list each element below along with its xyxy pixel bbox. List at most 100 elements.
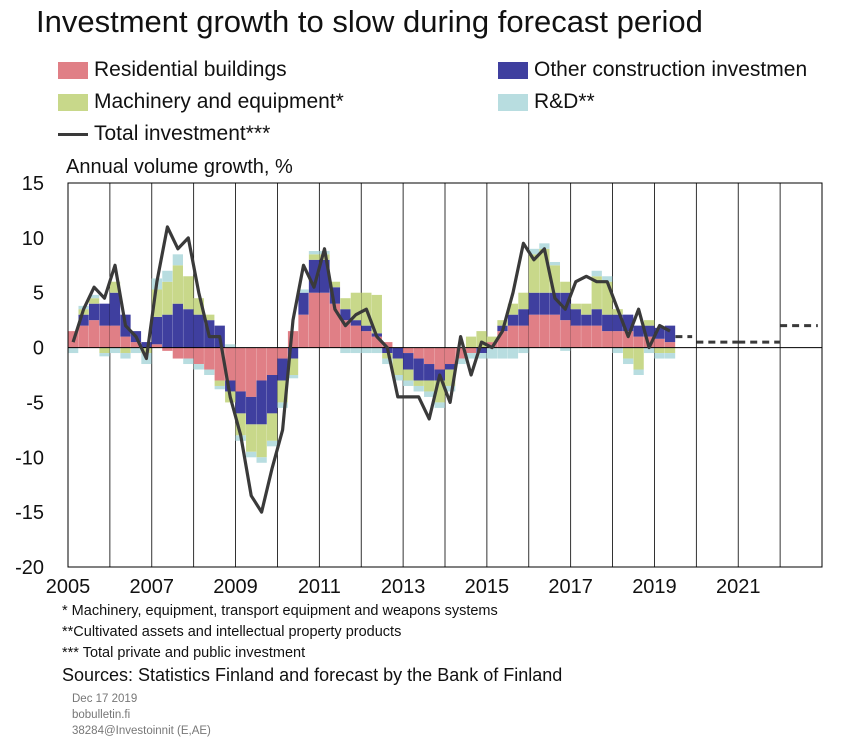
bar-s1-q4: [109, 292, 121, 326]
bar-s1-q46: [549, 292, 560, 315]
bar-s2-q34: [424, 380, 435, 392]
total-investment-line: [71, 225, 671, 514]
bar-s0-q2: [88, 320, 100, 348]
bar-s3-q41: [497, 347, 508, 359]
bar-s1-q50: [591, 309, 602, 326]
bar-s1-q54: [633, 325, 644, 337]
bar-s1-q8: [151, 316, 163, 345]
bar-s1-q28: [361, 325, 372, 332]
bar-s3-q39: [476, 353, 487, 359]
bar-s0-q36: [445, 347, 456, 365]
legend-label-residential: Residential buildings: [94, 58, 287, 81]
bar-s2-q41: [497, 320, 508, 326]
bar-s2-q27: [350, 292, 362, 321]
bar-s3-q37: [455, 358, 466, 365]
bar-s2-q33: [413, 380, 424, 386]
bar-s0-q10: [172, 347, 183, 359]
y-tick-label: -10: [15, 447, 44, 469]
legend-label-total: Total investment***: [94, 122, 271, 145]
bar-s1-q31: [392, 347, 403, 359]
footnote-1: * Machinery, equipment, transport equipm…: [62, 603, 498, 619]
bar-s1-q17: [246, 396, 257, 425]
bar-s1-q2: [88, 303, 100, 321]
footnote-2: **Cultivated assets and intellectual pro…: [62, 624, 402, 640]
bar-s3-q38: [465, 353, 477, 359]
bar-s3-q4: [109, 347, 121, 354]
legend-label-machinery: Machinery and equipment*: [94, 90, 344, 113]
bar-s0-q33: [413, 347, 424, 359]
bar-s2-q12: [193, 298, 204, 315]
bar-s3-q56: [654, 353, 665, 359]
bar-s2-q36: [445, 369, 456, 386]
legend-swatch-machinery: [58, 93, 88, 111]
bar-s2-q4: [109, 281, 121, 293]
bar-s0-q25: [329, 303, 341, 348]
bar-s2-q49: [581, 303, 592, 315]
bar-s3-q11: [183, 358, 194, 365]
bar-s1-q24: [319, 259, 330, 293]
bar-s0-q23: [308, 292, 320, 348]
legend-item-machinery: Machinery and equipment*: [58, 90, 344, 114]
bar-s2-q29: [371, 294, 382, 334]
bar-s0-q34: [424, 347, 435, 365]
bar-s2-q43: [518, 292, 529, 310]
bar-s0-q16: [235, 347, 246, 392]
bar-s0-q27: [350, 325, 362, 348]
bar-s3-q45: [539, 243, 550, 249]
bar-s2-q17: [246, 424, 257, 452]
bar-s3-q51: [602, 276, 613, 282]
x-tick-label: 2009: [213, 576, 258, 598]
bar-s2-q46: [549, 265, 560, 293]
bar-s1-q34: [424, 364, 435, 381]
bar-s0-q6: [130, 342, 142, 348]
bar-s1-q39: [476, 347, 487, 354]
bar-s1-q26: [340, 309, 351, 321]
bar-s0-q50: [591, 325, 602, 348]
bar-s2-q38: [465, 336, 477, 348]
bar-s1-q7: [141, 342, 152, 348]
legend-swatch-rd: [498, 93, 528, 111]
chart-code: 38284@Investoinnit (E,AE): [72, 725, 211, 737]
bar-s3-q21: [287, 375, 299, 379]
bar-s0-q43: [518, 325, 529, 348]
bar-s0-q4: [109, 325, 121, 348]
bar-s1-q43: [518, 309, 529, 326]
x-tick-label: 2015: [465, 576, 510, 598]
bar-s1-q12: [193, 314, 204, 348]
y-tick-label: -5: [26, 392, 44, 414]
bar-s3-q47: [560, 347, 571, 351]
lines: [71, 225, 818, 514]
bar-s1-q27: [350, 320, 362, 326]
bar-s1-q57: [664, 325, 676, 343]
bar-s0-q8: [151, 344, 163, 348]
bar-s1-q32: [403, 353, 414, 370]
bar-s1-q15: [225, 380, 236, 392]
bar-s0-q30: [382, 342, 393, 348]
bar-s0-q12: [193, 347, 204, 365]
bar-s3-q46: [549, 261, 560, 266]
bar-s3-q26: [340, 347, 351, 354]
bar-s0-q18: [256, 347, 267, 381]
bar-s0-q9: [162, 347, 173, 351]
bar-s3-q19: [266, 440, 278, 447]
bar-s0-q26: [340, 320, 351, 348]
y-tick-label: 15: [22, 173, 44, 195]
bar-s1-q3: [99, 303, 110, 326]
bar-s0-q56: [654, 338, 665, 348]
bar-s2-q11: [183, 276, 194, 310]
bar-s0-q32: [403, 347, 414, 354]
bar-s2-q18: [256, 424, 267, 458]
bar-s3-q18: [256, 457, 267, 463]
bar-s2-q2: [88, 298, 100, 304]
bar-s3-q10: [172, 254, 183, 266]
legend-item-total: Total investment***: [58, 122, 270, 146]
bar-s1-q11: [183, 309, 194, 348]
bar-s2-q14: [214, 380, 225, 386]
bar-s1-q19: [266, 375, 278, 414]
bar-s0-q45: [539, 314, 550, 348]
bar-s0-q17: [246, 347, 257, 397]
publisher-site: bobulletin.fi: [72, 709, 131, 721]
bar-s0-q3: [99, 325, 110, 348]
bar-s1-q23: [308, 259, 320, 293]
